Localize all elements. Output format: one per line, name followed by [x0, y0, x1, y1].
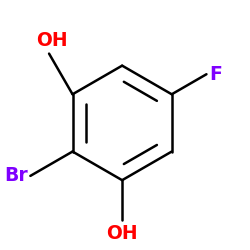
Text: F: F — [209, 65, 222, 84]
Text: OH: OH — [36, 31, 67, 50]
Text: OH: OH — [106, 224, 138, 243]
Text: Br: Br — [4, 166, 28, 186]
